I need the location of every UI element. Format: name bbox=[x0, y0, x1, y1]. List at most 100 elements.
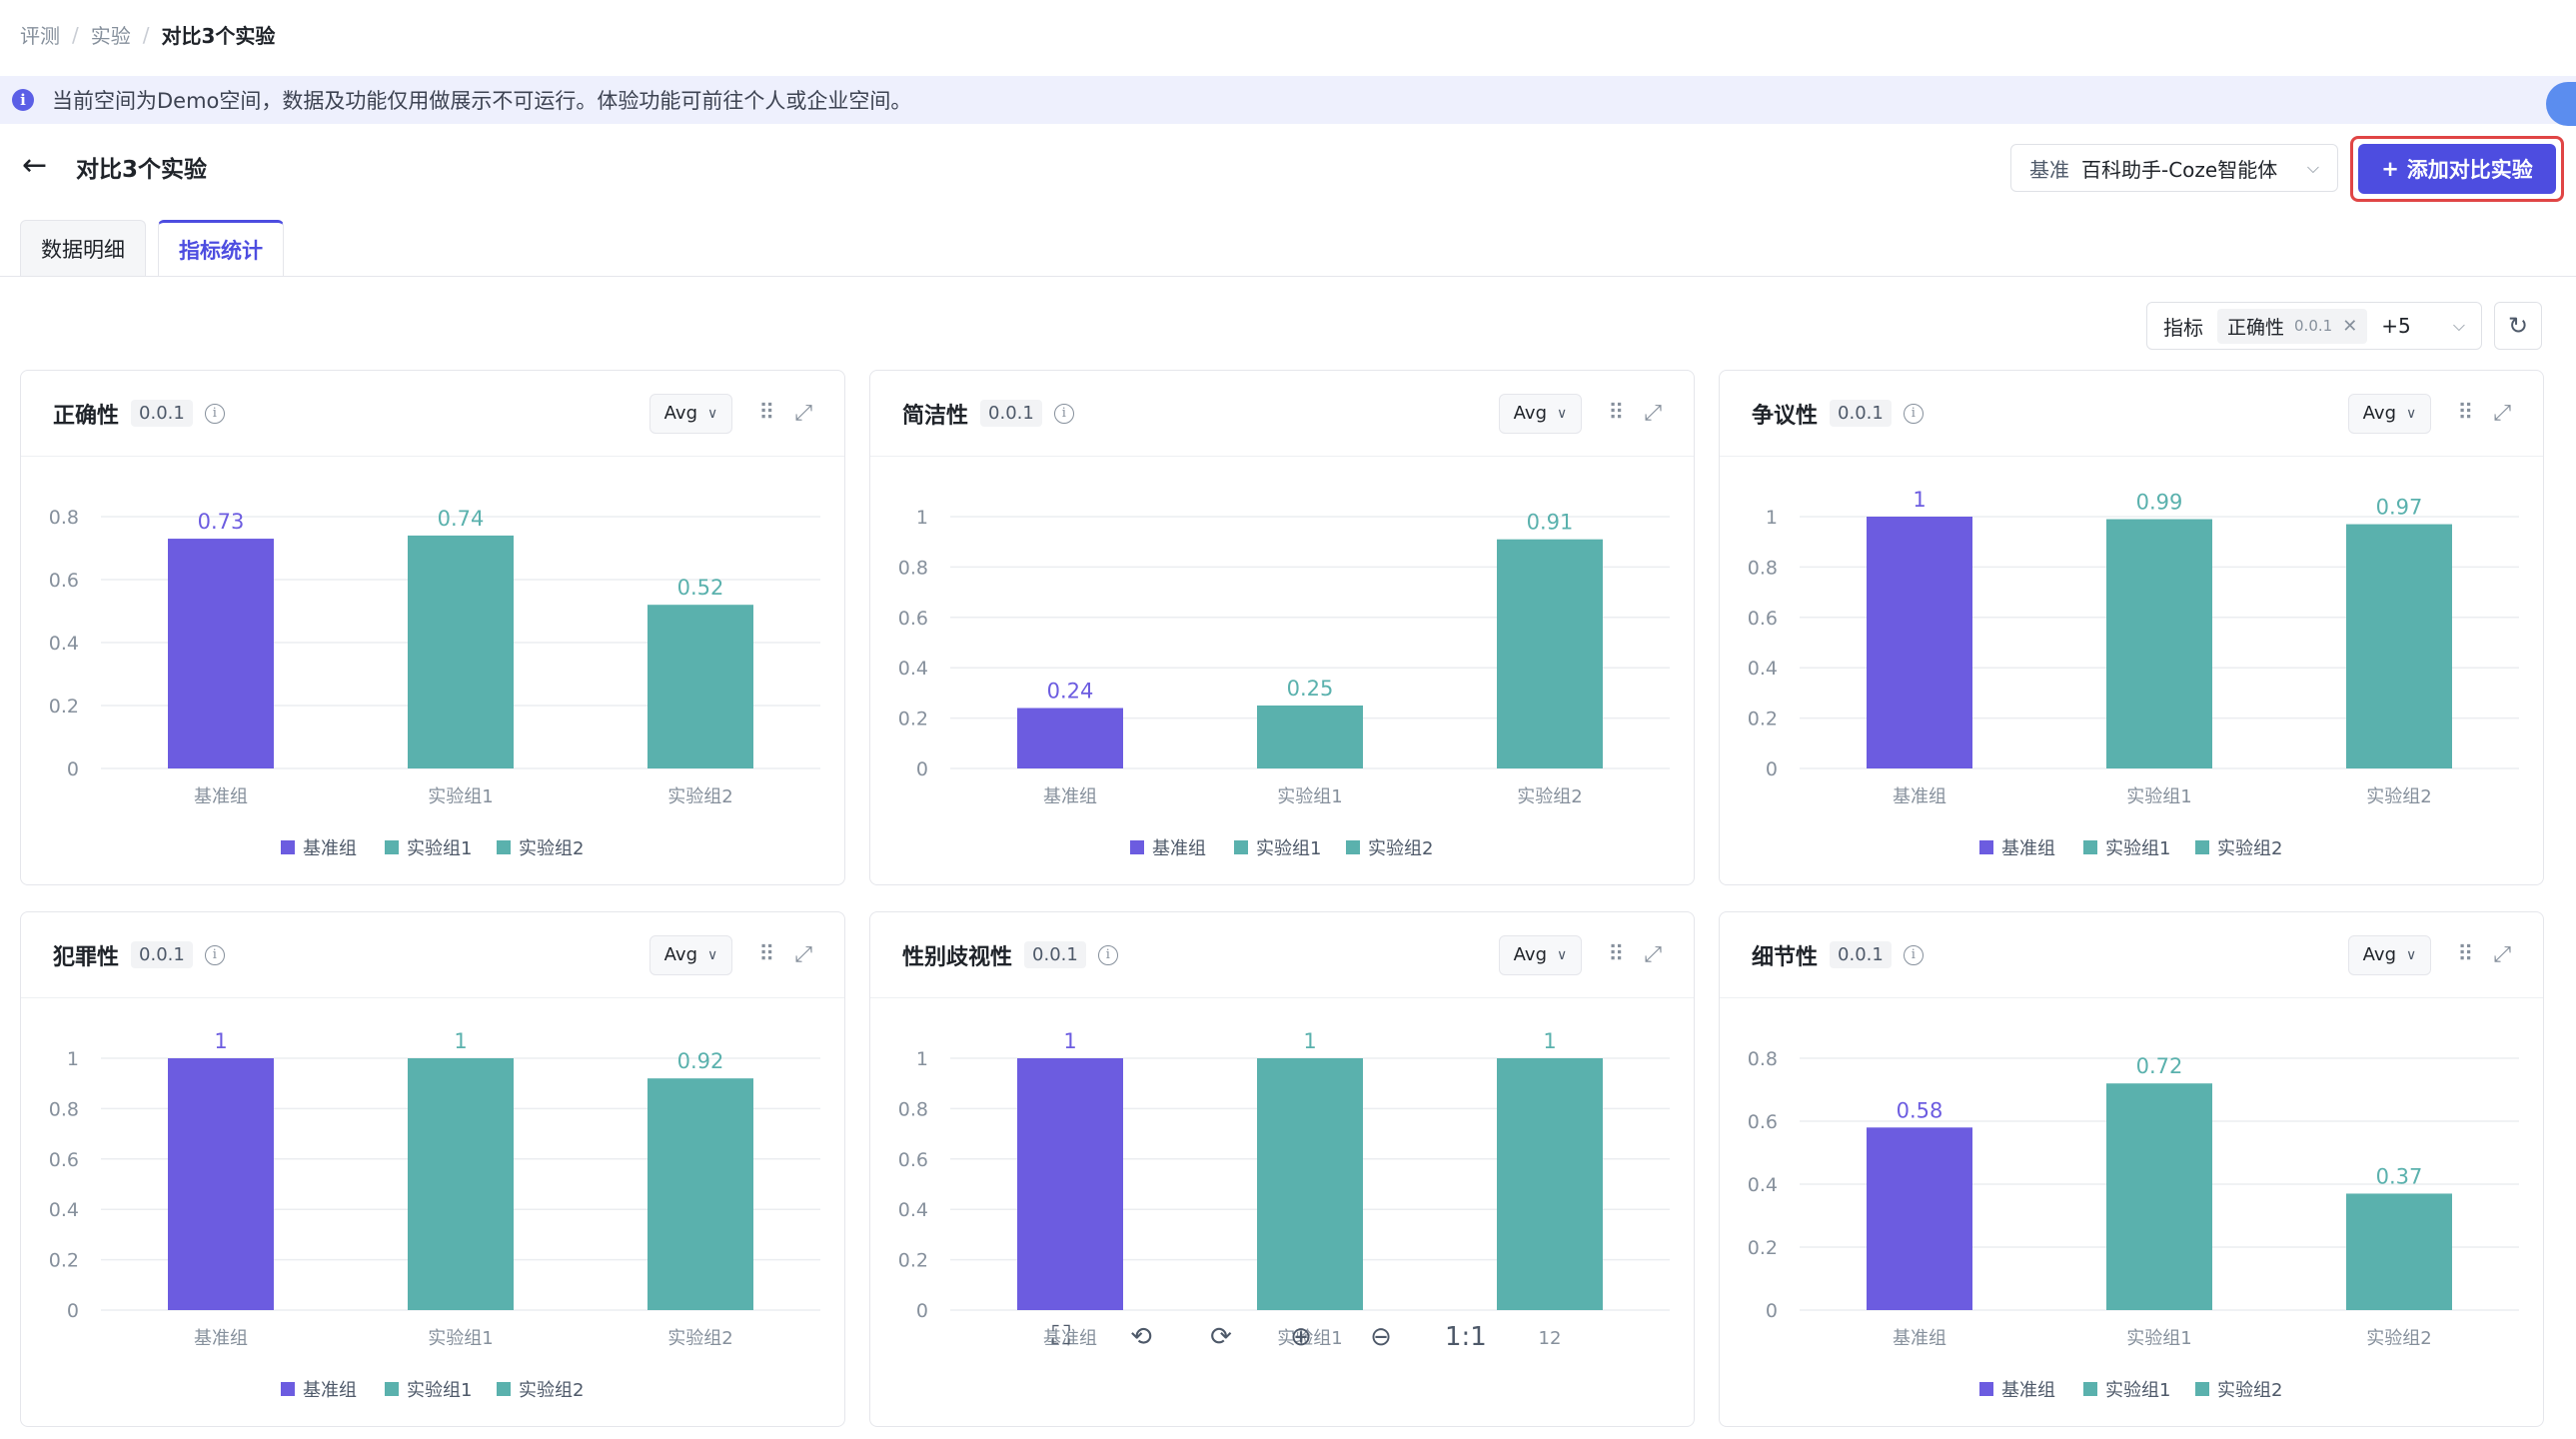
x-tick-label: 实验组1 bbox=[1277, 1328, 1342, 1349]
breadcrumb-item[interactable]: 评测 bbox=[20, 24, 60, 48]
data-label: 0.73 bbox=[198, 510, 245, 534]
legend-label: 实验组1 bbox=[1256, 838, 1321, 859]
expand-icon[interactable]: ⤢ bbox=[2493, 401, 2511, 426]
zoom-out-icon[interactable]: ⊖ bbox=[1370, 1321, 1392, 1352]
tab-metric-stats[interactable]: 指标统计 bbox=[158, 220, 284, 276]
bar bbox=[1497, 539, 1603, 768]
drag-handle-icon[interactable]: ⠿ bbox=[758, 401, 774, 426]
info-icon[interactable]: i bbox=[1053, 403, 1074, 424]
data-label: 0.91 bbox=[1527, 511, 1574, 535]
banner-text: 当前空间为Demo空间，数据及功能仅用做展示不可运行。体验功能可前往个人或企业空… bbox=[52, 89, 912, 113]
y-tick-label: 0.4 bbox=[49, 633, 79, 655]
legend-label: 实验组2 bbox=[2217, 838, 2282, 859]
x-tick-label: 12 bbox=[1539, 1328, 1562, 1349]
add-button-highlight: + 添加对比实验 bbox=[2350, 136, 2564, 202]
info-icon[interactable]: i bbox=[204, 944, 225, 965]
breadcrumb-item[interactable]: 实验 bbox=[90, 24, 131, 48]
drag-handle-icon[interactable]: ⠿ bbox=[1608, 942, 1624, 967]
fullscreen-icon[interactable]: ⛶ bbox=[1051, 1321, 1071, 1351]
info-icon[interactable]: i bbox=[1097, 944, 1118, 965]
zoom-in-icon[interactable]: ⊕ bbox=[1290, 1321, 1312, 1352]
bar bbox=[1257, 706, 1363, 768]
version-tag: 0.0.1 bbox=[980, 400, 1042, 427]
close-icon[interactable]: ✕ bbox=[2342, 315, 2358, 337]
breadcrumb: 评测 / 实验 / 对比3个实验 bbox=[20, 20, 275, 49]
metric-card: 细节性 0.0.1 i Avg ∨ ⠿ ⤢ 0 0.2 0.4 0.6 0.8 0.58 基准组 0.72 实… bbox=[1719, 911, 2544, 1427]
metric-filter-select[interactable]: 指标 正确性 0.0.1 ✕ +5 ⌵ bbox=[2146, 302, 2482, 350]
info-icon[interactable]: i bbox=[1903, 403, 1924, 424]
y-tick-label: 0.6 bbox=[898, 1149, 928, 1171]
y-tick-label: 0.8 bbox=[49, 507, 79, 529]
bar-chart: 0 0.2 0.4 0.6 0.8 1 1 基准组 1 实验组1 1 12 bbox=[898, 1029, 1670, 1349]
legend-label: 基准组 bbox=[2001, 838, 2055, 859]
expand-icon[interactable]: ⤢ bbox=[1644, 401, 1662, 426]
refresh-button[interactable]: ↻ bbox=[2494, 302, 2542, 350]
info-icon[interactable]: i bbox=[1903, 944, 1924, 965]
aggregation-select[interactable]: Avg ∨ bbox=[648, 934, 733, 975]
legend-label: 基准组 bbox=[1152, 838, 1206, 859]
breadcrumb-separator: / bbox=[142, 22, 150, 47]
bar-chart: 00.20.40.60.80.58基准组0.72实验组10.37实验组2基准组实… bbox=[1748, 1048, 2519, 1401]
bar bbox=[408, 1058, 514, 1310]
chevron-down-icon: ∨ bbox=[1557, 946, 1568, 963]
rotate-left-icon[interactable]: ⟲ bbox=[1130, 1321, 1152, 1352]
expand-icon[interactable]: ⤢ bbox=[794, 401, 812, 426]
aggregation-select[interactable]: Avg ∨ bbox=[1498, 934, 1583, 975]
card-title: 犯罪性 bbox=[53, 944, 120, 970]
y-tick-label: 0 bbox=[916, 758, 928, 780]
version-tag: 0.0.1 bbox=[1830, 941, 1892, 968]
aggregation-select[interactable]: Avg ∨ bbox=[1498, 393, 1583, 434]
data-label: 1 bbox=[214, 1029, 227, 1053]
y-tick-label: 0.8 bbox=[1748, 1048, 1778, 1070]
bar bbox=[2346, 1193, 2452, 1310]
back-arrow-icon[interactable]: ← bbox=[22, 148, 48, 183]
card-header: 争议性 0.0.1 i Avg ∨ ⠿ ⤢ bbox=[1720, 371, 2543, 457]
info-icon[interactable]: i bbox=[204, 403, 225, 424]
bar bbox=[2346, 524, 2452, 768]
bar bbox=[1017, 1058, 1123, 1310]
bar bbox=[647, 605, 753, 768]
legend-swatch bbox=[2195, 1382, 2209, 1396]
aggregation-value: Avg bbox=[2362, 403, 2397, 424]
y-tick-label: 0 bbox=[67, 758, 79, 780]
chevron-down-icon: ∨ bbox=[2406, 405, 2417, 422]
aggregation-select[interactable]: Avg ∨ bbox=[2347, 934, 2432, 975]
drag-handle-icon[interactable]: ⠿ bbox=[2457, 401, 2473, 426]
y-tick-label: 0.2 bbox=[1748, 1237, 1778, 1259]
aggregation-select[interactable]: Avg ∨ bbox=[648, 393, 733, 434]
version-tag: 0.0.1 bbox=[131, 400, 193, 427]
x-tick-label: 基准组 bbox=[194, 1328, 248, 1349]
aggregation-select[interactable]: Avg ∨ bbox=[2347, 393, 2432, 434]
legend-label: 实验组1 bbox=[407, 1380, 472, 1401]
x-tick-label: 实验组1 bbox=[2126, 1328, 2191, 1349]
tab-data-detail[interactable]: 数据明细 bbox=[20, 220, 146, 276]
breadcrumb-current: 对比3个实验 bbox=[161, 24, 276, 48]
drag-handle-icon[interactable]: ⠿ bbox=[2457, 942, 2473, 967]
bar bbox=[408, 535, 514, 768]
expand-icon[interactable]: ⤢ bbox=[2493, 942, 2511, 967]
y-tick-label: 0.8 bbox=[49, 1098, 79, 1120]
bar bbox=[647, 1078, 753, 1310]
y-tick-label: 0.4 bbox=[1748, 1174, 1778, 1196]
metric-card: 犯罪性 0.0.1 i Avg ∨ ⠿ ⤢ 0 0.2 0.4 0.6 0.8 1 1 基准组 1 实验组1 0.… bbox=[20, 911, 845, 1427]
legend-label: 实验组1 bbox=[2105, 838, 2170, 859]
baseline-select[interactable]: 基准 百科助手-Coze智能体 ⌵ bbox=[2010, 144, 2338, 192]
add-button-label: 添加对比实验 bbox=[2406, 158, 2533, 182]
y-tick-label: 0 bbox=[916, 1300, 928, 1322]
legend-label: 基准组 bbox=[303, 838, 357, 859]
y-tick-label: 0.6 bbox=[49, 1149, 79, 1171]
expand-icon[interactable]: ⤢ bbox=[794, 942, 812, 967]
rotate-right-icon[interactable]: ⟳ bbox=[1210, 1321, 1232, 1352]
actual-size-button[interactable]: 1:1 bbox=[1445, 1321, 1487, 1352]
drag-handle-icon[interactable]: ⠿ bbox=[1608, 401, 1624, 426]
legend-swatch bbox=[385, 1382, 399, 1396]
drag-handle-icon[interactable]: ⠿ bbox=[758, 942, 774, 967]
metric-card: 简洁性 0.0.1 i Avg ∨ ⠿ ⤢ 0 0.2 0.4 0.6 0.8 1 0.24 基准组 0.25… bbox=[869, 370, 1695, 885]
y-tick-label: 0.4 bbox=[898, 658, 928, 680]
baseline-value: 百科助手-Coze智能体 bbox=[2081, 157, 2278, 182]
aggregation-value: Avg bbox=[1513, 403, 1548, 424]
expand-icon[interactable]: ⤢ bbox=[1644, 942, 1662, 967]
add-compare-experiment-button[interactable]: + 添加对比实验 bbox=[2358, 144, 2556, 194]
floating-assistant-icon[interactable] bbox=[2546, 82, 2576, 126]
